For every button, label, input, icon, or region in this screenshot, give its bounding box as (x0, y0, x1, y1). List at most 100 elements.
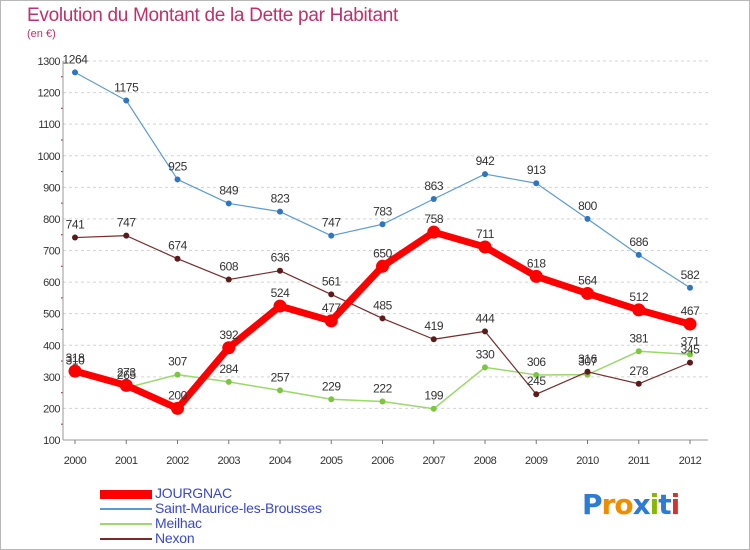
data-label: 512 (629, 290, 649, 304)
y-tick-label: 1200 (38, 88, 61, 100)
y-tick-label: 100 (43, 435, 60, 447)
chart-series (68, 69, 697, 415)
data-point (68, 364, 82, 378)
data-point (533, 180, 540, 187)
data-label: 636 (271, 251, 291, 265)
data-label: 310 (66, 354, 86, 368)
data-label: 477 (322, 301, 342, 315)
x-tick-label: 2003 (218, 455, 241, 467)
legend-label: JOURGNAC (155, 485, 232, 501)
legend-label: Saint-Maurice-les-Brousses (155, 500, 322, 516)
legend-swatch (100, 523, 152, 525)
data-point (328, 291, 335, 298)
y-tick-label: 800 (43, 214, 60, 226)
x-tick-label: 2001 (115, 455, 138, 467)
data-label: 257 (271, 370, 291, 384)
data-label: 485 (373, 298, 393, 312)
legend-label: Nexon (155, 530, 195, 546)
data-point (478, 240, 492, 254)
data-point (225, 276, 232, 283)
data-label: 561 (322, 274, 342, 288)
proxiti-logo: Proxiti (582, 488, 681, 521)
data-label: 306 (527, 355, 547, 369)
data-point (225, 378, 232, 385)
x-tick-label: 2010 (576, 455, 599, 467)
data-point (581, 286, 594, 300)
data-label: 747 (322, 216, 342, 230)
data-label: 608 (219, 260, 239, 274)
data-point (687, 359, 693, 366)
data-point (174, 371, 181, 378)
data-label: 199 (424, 389, 444, 403)
data-label: 419 (424, 319, 444, 333)
data-point (430, 336, 437, 343)
logo-letter: i (670, 488, 681, 521)
data-label: 381 (629, 331, 649, 345)
data-point (427, 225, 441, 239)
data-point (174, 176, 181, 183)
y-tick-label: 1000 (38, 151, 61, 163)
data-label: 942 (476, 154, 496, 168)
data-point (635, 348, 642, 355)
y-tick-label: 1300 (38, 56, 61, 68)
data-label: 316 (578, 352, 598, 366)
data-point (225, 200, 232, 207)
x-tick-label: 2006 (371, 455, 394, 467)
data-label: 345 (681, 343, 701, 357)
legend-swatch (100, 538, 152, 540)
data-point (123, 97, 130, 104)
data-point (376, 259, 389, 273)
data-point (687, 284, 693, 291)
data-label: 686 (629, 235, 649, 249)
legend-swatch (100, 489, 152, 499)
x-tick-label: 2000 (64, 455, 87, 467)
y-tick-label: 300 (43, 372, 60, 384)
logo-letter: P (582, 488, 603, 521)
data-label: 371 (681, 334, 701, 348)
x-tick-label: 2011 (628, 455, 650, 467)
data-point (683, 317, 697, 331)
data-label: 229 (322, 379, 342, 393)
data-label: 800 (578, 199, 598, 213)
x-tick-label: 2009 (525, 455, 548, 467)
data-label: 265 (117, 368, 137, 382)
logo-letter: o (614, 488, 633, 521)
data-point (277, 267, 283, 274)
data-label: 1264 (62, 52, 88, 66)
data-label: 582 (681, 268, 701, 282)
data-label: 307 (578, 355, 598, 369)
x-tick-label: 2004 (269, 455, 292, 467)
data-label: 524 (271, 286, 291, 300)
data-label: 913 (527, 163, 547, 177)
logo-letter: i (649, 488, 660, 521)
data-point (533, 391, 540, 398)
logo-letter: r (601, 488, 616, 521)
chart-data-labels: 318 273 200 392 524 477 650 758 711 618 564 512 467 1… (62, 52, 700, 402)
data-point (533, 371, 540, 378)
data-point (482, 171, 488, 178)
data-label: 823 (271, 192, 291, 206)
data-label: 564 (578, 273, 598, 287)
data-label: 307 (168, 355, 188, 369)
data-label: 467 (681, 304, 701, 318)
data-point (174, 255, 181, 262)
data-point (222, 341, 236, 355)
data-point (482, 364, 488, 371)
y-tick-label: 600 (43, 277, 60, 289)
data-label: 330 (476, 347, 496, 361)
data-point (273, 299, 287, 313)
data-label: 758 (424, 212, 444, 226)
data-point (328, 396, 335, 403)
data-point (635, 251, 642, 258)
data-point (328, 232, 335, 239)
data-point (277, 208, 283, 215)
chart-axes: 100 200 300 400 500 600 700 800 900 1000 1100 1200 1… (38, 56, 708, 467)
data-point (119, 378, 133, 392)
data-label: 444 (476, 311, 496, 325)
logo-letter: x (632, 488, 651, 521)
y-tick-label: 400 (43, 340, 60, 352)
data-label: 618 (527, 256, 547, 270)
data-label: 273 (117, 365, 137, 379)
data-label: 650 (373, 246, 393, 260)
